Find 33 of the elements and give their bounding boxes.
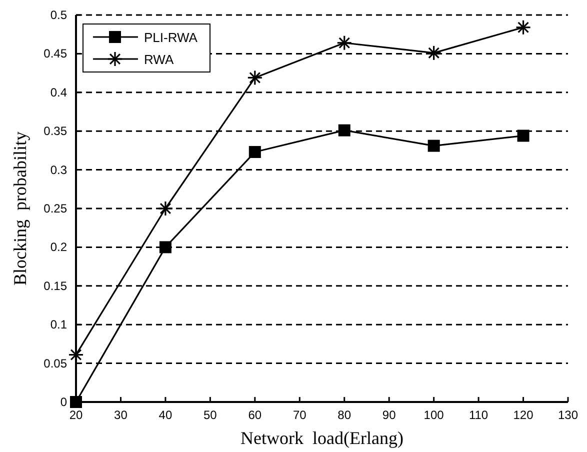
y-tick-label: 0.4: [50, 85, 68, 100]
y-tick-label: 0.45: [44, 46, 68, 61]
y-tick-label: 0.3: [50, 162, 68, 177]
x-tick-label: 100: [424, 408, 444, 422]
legend-label: RWA: [144, 52, 174, 67]
y-tick-label: 0.15: [44, 278, 68, 293]
y-tick-label: 0.25: [44, 202, 68, 216]
x-tick-label: 80: [338, 408, 352, 422]
x-tick-label: 110: [468, 408, 488, 422]
x-tick-label: 120: [513, 408, 534, 422]
point: [248, 146, 261, 158]
y-tick-label: 0.05: [44, 356, 68, 370]
x-axis-title: Network load(Erlang): [240, 428, 404, 448]
y-tick-label: 0.5: [50, 8, 68, 22]
x-tick-label: 60: [248, 408, 262, 422]
y-tick-label: 0.2: [50, 240, 68, 254]
point: [517, 130, 530, 142]
y-tick-label: 0: [60, 395, 68, 409]
point: [159, 241, 172, 254]
point: [428, 140, 440, 152]
y-axis-title: Blocking probability: [10, 132, 30, 286]
x-tick-label: 20: [69, 408, 83, 422]
y-tick-label: 0.1: [50, 318, 68, 332]
y-tick-label: 0.35: [44, 124, 68, 138]
x-tick-label: 40: [158, 408, 172, 422]
x-tick-label: 90: [382, 408, 396, 422]
point: [70, 396, 82, 408]
legend-label: PLI-RWA: [144, 30, 198, 45]
x-tick-label: 70: [292, 408, 307, 422]
x-tick-label: 50: [204, 408, 218, 422]
x-tick-label: 30: [114, 408, 128, 422]
point: [338, 124, 350, 136]
x-tick-label: 130: [558, 408, 578, 422]
